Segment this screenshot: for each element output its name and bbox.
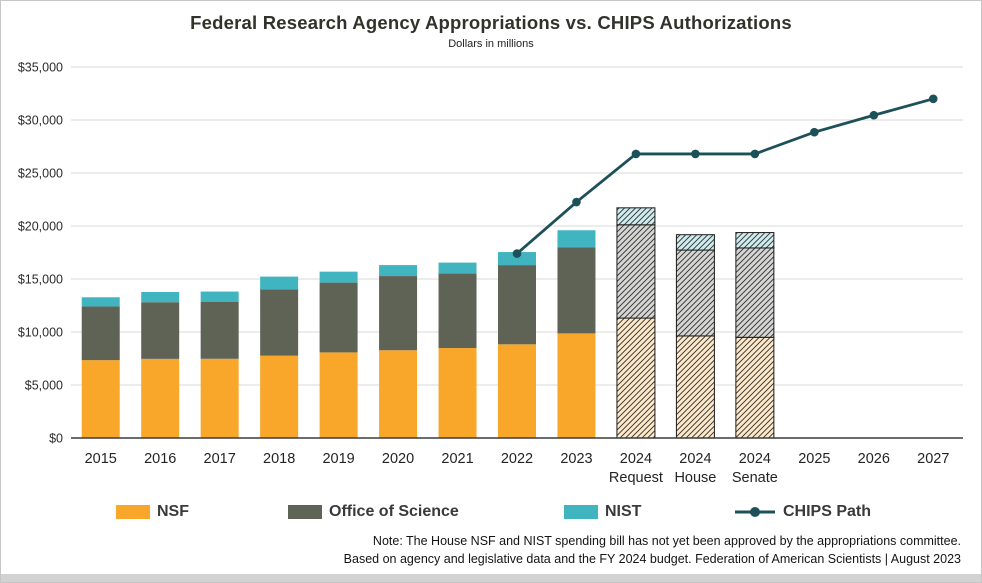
chips-path-marker <box>750 149 760 159</box>
x-tick-label: 2018 <box>263 451 295 467</box>
legend-item-office-of-science: Office of Science <box>288 500 459 524</box>
bar-nsf-2021 <box>438 348 477 438</box>
bar-nist-2024-request <box>616 207 656 226</box>
bar-nsf-2024-house <box>675 335 715 439</box>
bar-nist-2022 <box>498 252 536 266</box>
bar-office-of-science-2016 <box>141 302 180 359</box>
chips-path-line <box>516 97 934 255</box>
chips-path-legend-marker <box>735 507 775 517</box>
note-line-2: Based on agency and legislative data and… <box>343 552 961 566</box>
x-tick-label: 2024 <box>739 451 771 467</box>
chips-path-marker <box>810 127 819 137</box>
bar-office-of-science-2021 <box>438 273 477 349</box>
chips-path-marker <box>512 249 522 258</box>
bar-nsf-2017 <box>200 358 239 438</box>
legend-label: NIST <box>605 503 642 520</box>
legend-item-nist: NIST <box>564 500 641 524</box>
bar-nist-2020 <box>379 265 418 277</box>
bar-nist-2016 <box>141 291 180 303</box>
legend-label: CHIPS Path <box>783 503 872 520</box>
bar-office-of-science-2017 <box>200 301 239 359</box>
y-tick-label: $30,000 <box>18 114 63 128</box>
x-tick-label: House <box>674 470 716 486</box>
bar-nsf-2022 <box>498 344 536 438</box>
bar-nsf-2018 <box>260 355 299 438</box>
bar-nist-2019 <box>319 271 358 283</box>
bar-office-of-science-2023 <box>557 247 596 334</box>
y-tick-label: $5,000 <box>25 379 63 393</box>
bar-office-of-science-2018 <box>260 289 299 356</box>
chips-path-marker <box>631 149 641 159</box>
x-tick-label: 2017 <box>204 451 236 467</box>
bar-nsf-2019 <box>319 352 358 438</box>
bar-office-of-science-2019 <box>319 282 358 353</box>
bar-nsf-2024-request <box>616 317 656 439</box>
bar-nsf-2020 <box>379 350 418 438</box>
bar-nsf-2015 <box>81 360 120 438</box>
bar-nist-2024-senate <box>735 232 775 249</box>
legend-swatch <box>564 505 598 519</box>
chart-subtitle: Dollars in millions <box>448 38 534 50</box>
legend-label: NSF <box>157 503 189 520</box>
bar-nist-2024-house <box>675 234 715 251</box>
x-tick-label: 2020 <box>382 451 414 467</box>
bar-nist-2017 <box>200 291 239 302</box>
bar-office-of-science-2024-request <box>616 224 656 319</box>
bar-office-of-science-2015 <box>81 306 120 361</box>
x-tick-label: 2022 <box>501 451 533 467</box>
bar-nist-2015 <box>81 297 120 307</box>
y-tick-label: $10,000 <box>18 326 63 340</box>
window-bottom-strip <box>1 574 981 582</box>
x-tick-label: Request <box>609 470 663 486</box>
bar-office-of-science-2020 <box>379 276 418 351</box>
chart-title: Federal Research Agency Appropriations v… <box>190 12 792 33</box>
bar-office-of-science-2022 <box>498 265 536 345</box>
y-tick-label: $20,000 <box>18 220 63 234</box>
bar-nsf-2016 <box>141 358 180 438</box>
bar-office-of-science-2024-senate <box>735 247 775 338</box>
chips-path-marker <box>869 110 879 120</box>
x-tick-label: 2023 <box>560 451 592 467</box>
x-tick-label: 2021 <box>441 451 473 467</box>
x-tick-label: 2016 <box>144 451 176 467</box>
x-tick-label: 2026 <box>858 451 890 467</box>
legend-swatch <box>288 505 322 519</box>
chart-legend: NSF Office of Science NIST CHIPS Path <box>71 500 963 524</box>
x-tick-label: 2024 <box>679 451 711 467</box>
bar-nsf-2023 <box>557 333 596 438</box>
chart-notes: Note: The House NSF and NIST spending bi… <box>344 532 961 568</box>
bar-nist-2018 <box>260 276 299 290</box>
chips-path-marker <box>928 94 938 104</box>
x-tick-label: Senate <box>732 470 778 486</box>
legend-item-chips-path: CHIPS Path <box>734 500 871 524</box>
y-tick-label: $25,000 <box>18 167 63 181</box>
chips-path-marker <box>572 197 581 207</box>
y-tick-label: $35,000 <box>18 61 63 75</box>
legend-label: Office of Science <box>329 503 459 520</box>
bar-office-of-science-2024-house <box>675 249 715 337</box>
y-tick-label: $0 <box>49 432 63 446</box>
bar-nsf-2024-senate <box>735 336 775 439</box>
x-tick-label: 2015 <box>85 451 117 467</box>
chips-path-marker <box>691 149 700 159</box>
x-tick-label: 2024 <box>620 451 652 467</box>
x-tick-label: 2027 <box>917 451 949 467</box>
x-tick-label: 2025 <box>798 451 830 467</box>
note-line-1: Note: The House NSF and NIST spending bi… <box>372 534 961 548</box>
legend-swatch <box>116 505 150 519</box>
x-tick-label: 2019 <box>322 451 354 467</box>
bar-nist-2021 <box>438 262 477 274</box>
legend-item-nsf: NSF <box>116 500 189 524</box>
y-tick-label: $15,000 <box>18 273 63 287</box>
bar-nist-2023 <box>557 230 596 248</box>
